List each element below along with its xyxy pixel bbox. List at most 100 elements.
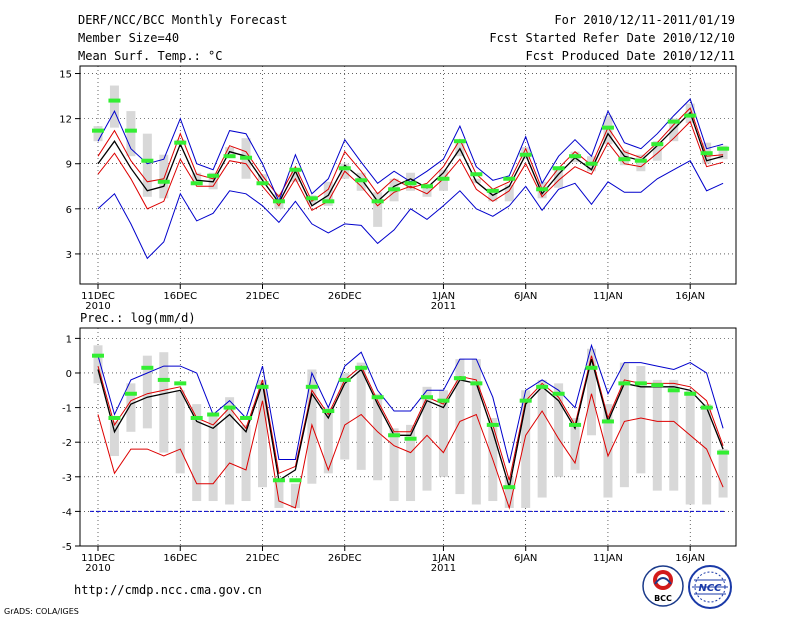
ensemble-box	[109, 85, 119, 128]
obs-marker	[717, 146, 730, 151]
obs-marker	[338, 377, 351, 382]
min-line	[97, 160, 724, 260]
p25-line	[97, 393, 724, 510]
ensemble-box	[669, 379, 679, 491]
obs-marker	[700, 151, 713, 156]
y-tick-label: 9	[66, 160, 72, 171]
obs-marker	[634, 381, 647, 386]
ensemble-box	[702, 404, 712, 505]
obs-marker	[684, 113, 697, 118]
ensemble-box	[422, 386, 432, 491]
obs-marker	[305, 196, 318, 201]
p75-line	[97, 355, 724, 481]
x-tick-label: 11JAN	[593, 291, 623, 302]
panel-frame	[79, 65, 737, 285]
obs-marker	[585, 365, 598, 370]
temperature-panel: 11DEC 16DEC 21DEC 26DEC 1JAN 6JAN 11JAN 16JAN 20…	[59, 65, 737, 312]
y-tick-label: 1	[66, 334, 72, 345]
chart-title: DERF/NCC/BCC Monthly Forecast	[78, 13, 288, 27]
obs-marker	[569, 422, 582, 427]
obs-marker	[371, 395, 384, 400]
ensemble-box	[258, 174, 267, 181]
obs-marker	[141, 158, 154, 163]
x-tick-label: 26DEC	[328, 553, 362, 564]
obs-marker	[453, 376, 466, 381]
ensemble-box	[356, 362, 366, 470]
obs-marker	[536, 187, 549, 192]
x-tick-label: 1JAN	[432, 291, 455, 302]
ensemble-box	[554, 383, 564, 477]
ncc-logo: NCC	[688, 565, 732, 609]
x-tick-label: 11DEC	[81, 291, 115, 302]
ensemble-box	[258, 379, 267, 488]
obs-marker	[256, 384, 269, 389]
ensemble-box	[603, 115, 613, 145]
y-tick-label: -5	[62, 542, 72, 553]
footer-credit: GrADS: COLA/IGES	[4, 607, 79, 616]
bcc-logo: BCC	[642, 565, 684, 607]
fcst-started-date: Fcst Started Refer Date 2010/12/10	[489, 31, 735, 45]
x-tick-label: 16DEC	[163, 291, 197, 302]
member-size: Member Size=40	[78, 31, 179, 45]
obs-marker	[667, 388, 680, 393]
ensemble-box	[504, 476, 514, 508]
ensemble-box	[274, 480, 284, 508]
x-tick-label: 11JAN	[593, 553, 623, 564]
obs-marker	[437, 398, 450, 403]
obs-marker	[305, 384, 318, 389]
obs-marker	[92, 353, 104, 358]
obs-marker	[552, 391, 565, 396]
x-tick-label: 1JAN	[432, 553, 455, 564]
ensemble-box	[93, 126, 103, 142]
obs-marker	[601, 419, 614, 424]
x-tick-label: 16DEC	[163, 553, 197, 564]
obs-marker	[569, 154, 582, 159]
ensemble-box	[718, 145, 728, 160]
precipitation-panel: 11DEC 16DEC 21DEC 26DEC 1JAN 6JAN 11JAN 16JAN 20…	[62, 327, 737, 574]
ensemble-box	[389, 428, 399, 502]
obs-marker	[190, 415, 203, 420]
ensemble-box	[554, 168, 564, 188]
ensemble-box	[537, 379, 547, 498]
ensemble-box	[192, 404, 202, 502]
obs-marker	[256, 181, 269, 186]
obs-marker	[618, 381, 631, 386]
mean-line	[97, 358, 724, 488]
obs-marker	[470, 172, 483, 177]
ensemble-box	[504, 184, 514, 202]
obs-marker	[536, 384, 549, 389]
y-tick-label: 12	[59, 115, 72, 126]
obs-marker	[404, 181, 417, 186]
obs-marker	[486, 422, 499, 427]
ensemble-box	[175, 390, 185, 474]
x-tick-label: 6JAN	[514, 553, 537, 564]
obs-marker	[174, 140, 187, 145]
y-tick-label: -1	[62, 404, 72, 415]
y-tick-label: -2	[62, 438, 72, 449]
obs-marker	[470, 381, 483, 386]
obs-marker	[700, 405, 713, 410]
obs-marker	[223, 405, 236, 410]
precip-variable-label: Prec.: log(mm/d)	[80, 311, 196, 325]
obs-marker	[322, 199, 335, 204]
obs-marker	[223, 154, 236, 159]
ensemble-box	[619, 362, 629, 488]
ensemble-box	[373, 393, 383, 481]
obs-marker	[124, 391, 137, 396]
ensemble-box	[471, 359, 481, 505]
obs-marker	[651, 383, 664, 388]
y-tick-label: 0	[66, 369, 72, 380]
obs-marker	[92, 128, 104, 133]
obs-marker	[240, 415, 253, 420]
y-tick-label: 3	[66, 250, 72, 261]
y-tick-label: -4	[62, 507, 72, 518]
fcst-produced-date: Fcst Produced Date 2010/12/11	[525, 49, 735, 63]
ensemble-box	[488, 192, 498, 202]
obs-marker	[667, 119, 680, 124]
obs-marker	[585, 161, 598, 166]
x-tick-label: 16JAN	[675, 291, 705, 302]
year-label: 2010	[85, 301, 110, 312]
ensemble-box	[159, 352, 169, 453]
ensemble-box	[225, 397, 235, 505]
x-tick-label: 21DEC	[246, 291, 280, 302]
